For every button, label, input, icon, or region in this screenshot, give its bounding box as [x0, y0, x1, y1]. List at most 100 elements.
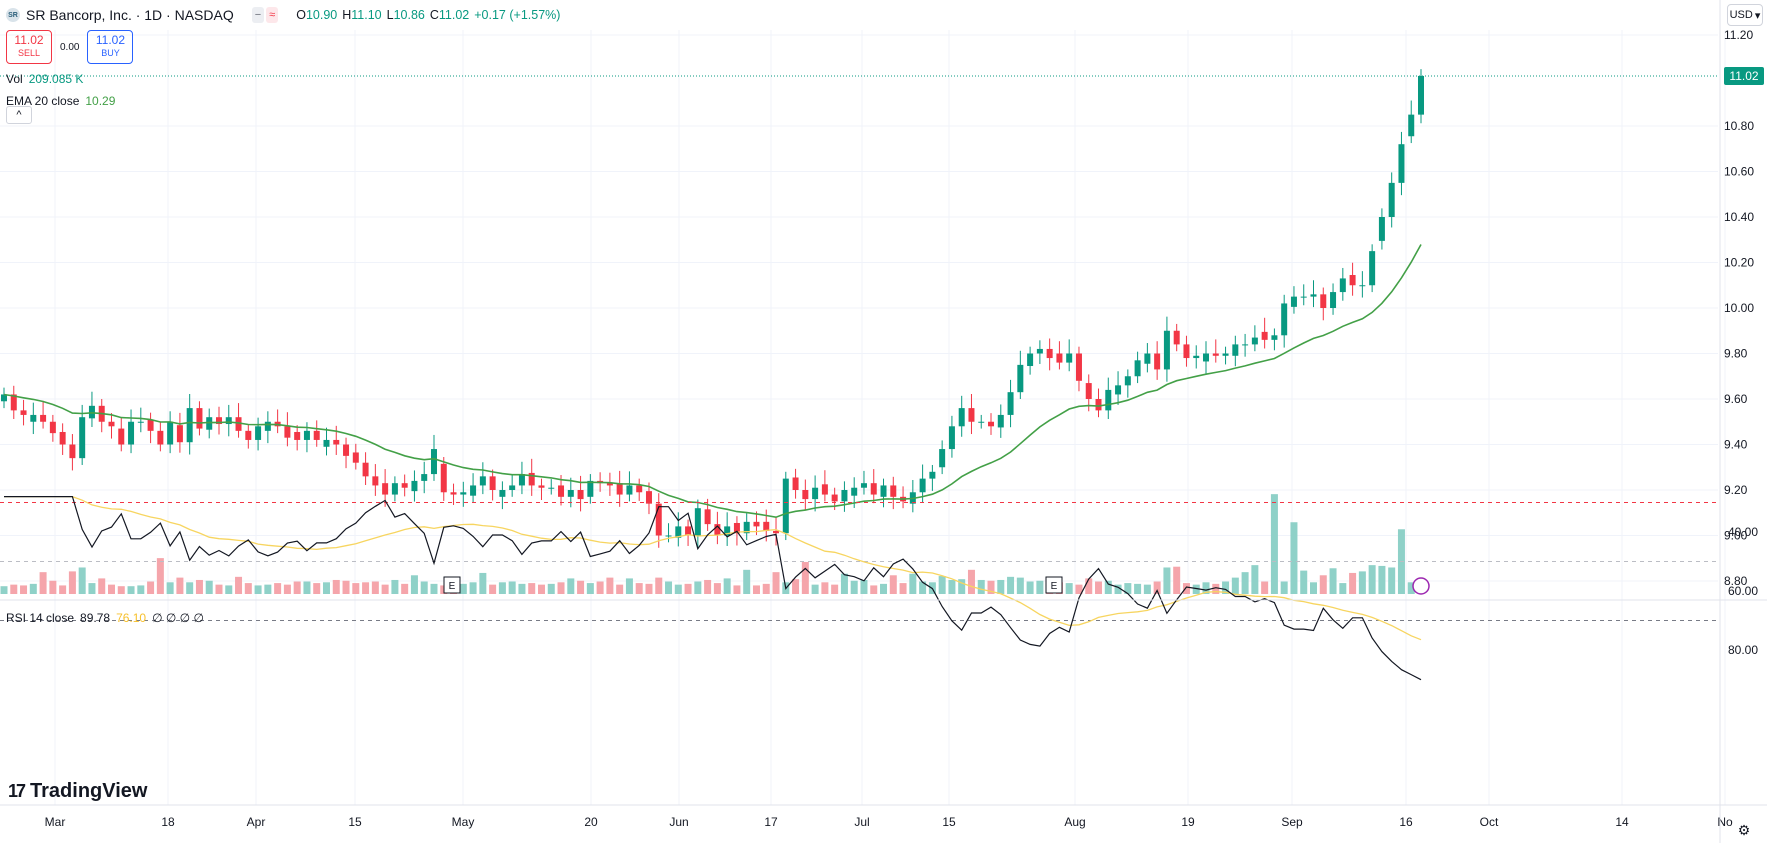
volume-bar	[528, 583, 536, 594]
volume-bar	[205, 580, 213, 594]
candle-body	[1066, 353, 1073, 363]
volume-bar	[322, 582, 330, 594]
candle-body	[675, 526, 682, 538]
volume-bar	[948, 579, 956, 594]
volume-bar	[547, 583, 555, 594]
volume-bar	[850, 580, 858, 594]
x-tick-label: 15	[942, 815, 956, 829]
volume-bar	[733, 585, 741, 594]
volume-bar	[498, 582, 506, 594]
candle-body	[79, 417, 86, 459]
candle-body	[518, 474, 525, 486]
candle-body	[1154, 353, 1161, 370]
candle-body	[470, 485, 477, 496]
candle-body	[118, 428, 125, 445]
earnings-marker	[443, 576, 461, 594]
volume-bar	[518, 583, 526, 594]
candle-body	[743, 521, 750, 534]
candle-body	[733, 522, 740, 534]
candle-body	[10, 394, 17, 411]
x-tick-label: Mar	[45, 815, 66, 829]
candle-body	[1242, 344, 1249, 346]
volume-bar	[899, 583, 907, 594]
candle-body	[1251, 337, 1258, 345]
candle-body	[157, 430, 164, 445]
currency-selector[interactable]: USD ▾	[1727, 4, 1763, 26]
rsi-legend[interactable]: RSI 14 close 89.78 76.10 ∅ ∅ ∅ ∅	[6, 611, 204, 625]
buy-button[interactable]: 11.02 BUY	[87, 30, 134, 64]
volume-bar	[1173, 566, 1181, 594]
volume-bar	[557, 582, 565, 594]
candle-body	[587, 480, 594, 497]
volume-bar	[625, 578, 633, 594]
candle-body	[313, 430, 320, 440]
candle-body	[20, 410, 27, 415]
volume-bar	[958, 579, 966, 594]
volume-bar	[880, 583, 888, 594]
y-tick-label: 9.40	[1724, 438, 1748, 452]
candle-body	[352, 452, 359, 463]
volume-bar	[635, 583, 643, 594]
volume-bar	[342, 580, 350, 594]
volume-bar	[1270, 494, 1278, 594]
candle-body	[30, 414, 37, 422]
candle-body	[558, 485, 565, 497]
volume-bar	[195, 579, 203, 594]
tradingview-logo[interactable]: 17 TradingView	[8, 780, 148, 802]
candle-body	[528, 472, 535, 486]
candle-body	[1290, 296, 1297, 307]
settings-icon[interactable]: ⚙	[1737, 821, 1751, 838]
volume-bar	[10, 584, 18, 594]
volume-bar	[332, 579, 340, 594]
candle-body	[1056, 353, 1063, 363]
volume-bar	[821, 582, 829, 594]
candle-body	[1017, 364, 1024, 393]
candle-body	[714, 524, 721, 536]
volume-bar	[1358, 571, 1366, 594]
candle-body	[929, 471, 936, 479]
candle-body	[626, 485, 633, 495]
y-tick-label: 9.00	[1724, 529, 1748, 543]
candle-body	[235, 417, 242, 431]
candle-body	[1, 394, 7, 402]
volume-bar	[694, 581, 702, 594]
candle-body	[1398, 144, 1405, 183]
candle-body	[509, 485, 516, 490]
volume-bar	[772, 572, 780, 594]
ema-legend[interactable]: EMA 20 close 10.29	[6, 94, 116, 108]
indicator-icon[interactable]: ≈	[266, 7, 279, 23]
candle-body	[1036, 348, 1043, 354]
candle-body	[1027, 353, 1034, 367]
volume-bar	[156, 558, 164, 594]
candle-body	[616, 483, 623, 495]
volume-legend[interactable]: Vol 209.085 K	[6, 72, 84, 86]
collapse-legend-button[interactable]: ^	[6, 106, 32, 124]
candle-body	[753, 521, 760, 527]
tradingview-mark-icon: 17	[8, 781, 26, 801]
candle-body	[40, 414, 47, 422]
candle-body	[196, 408, 203, 429]
candle-body	[1095, 399, 1102, 411]
earnings-marker-label: E	[449, 581, 456, 592]
volume-bar	[1036, 580, 1044, 594]
candle-body	[391, 483, 398, 495]
volume-bar	[1329, 568, 1337, 594]
volume-bar	[752, 585, 760, 594]
volume-bar	[1319, 575, 1327, 594]
sell-button[interactable]: 11.02 SELL	[6, 30, 52, 64]
volume-bar	[49, 580, 57, 594]
candle-body	[704, 509, 711, 525]
candle-layer	[1, 69, 1424, 548]
compare-icon[interactable]: −	[251, 7, 265, 23]
candle-body	[645, 491, 652, 504]
candle-body	[773, 530, 780, 534]
symbol-title[interactable]: SR Bancorp, Inc. · 1D · NASDAQ	[26, 7, 234, 23]
candle-body	[69, 444, 76, 459]
candle-body	[968, 408, 975, 422]
volume-bar	[860, 579, 868, 594]
y-tick-label: 10.20	[1724, 256, 1754, 270]
volume-bar	[1231, 577, 1239, 594]
ohlc-values: O10.90 H11.10 L10.86 C11.02 +0.17 (+1.57…	[296, 8, 561, 22]
earnings-marker	[1045, 576, 1063, 594]
